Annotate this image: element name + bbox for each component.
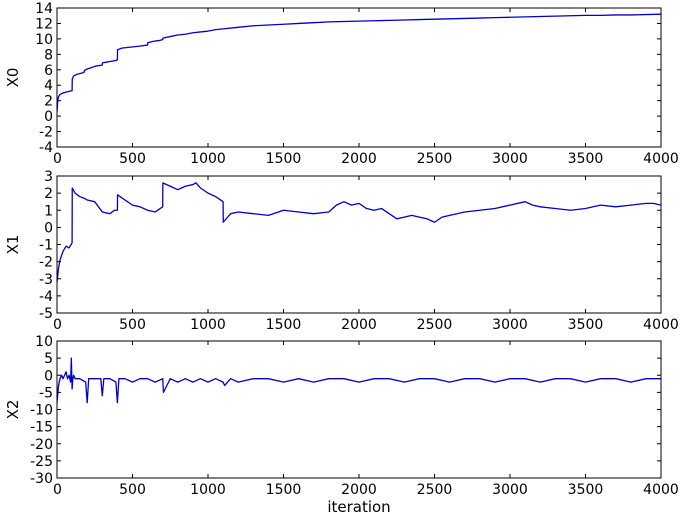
x-tick-label: 3000 bbox=[492, 317, 528, 333]
y-tick-label: 1 bbox=[44, 203, 53, 219]
y-tick-label: 8 bbox=[44, 47, 53, 63]
x-tick-label: 3500 bbox=[568, 151, 604, 167]
x-tick-label: 1500 bbox=[266, 482, 302, 498]
x-tick-label: 4000 bbox=[643, 317, 679, 333]
y-tick-label: 3 bbox=[44, 169, 53, 185]
x-tick-label: 1000 bbox=[190, 482, 226, 498]
y-tick-label: -2 bbox=[39, 125, 53, 141]
x-tick-label: 0 bbox=[53, 317, 62, 333]
x-tick-label: 1000 bbox=[190, 317, 226, 333]
y-tick-label: 10 bbox=[35, 334, 53, 350]
x-tick-label: 500 bbox=[119, 151, 146, 167]
y-tick-label: -4 bbox=[39, 289, 53, 305]
x-tick-label: 3500 bbox=[568, 317, 604, 333]
y-tick-label: -4 bbox=[39, 140, 53, 156]
y-tick-label: -25 bbox=[30, 454, 53, 470]
y-tick-label: 0 bbox=[44, 109, 53, 125]
x-tick-label: 1000 bbox=[190, 151, 226, 167]
chart-panel-1: 0 500 1000 1500 2000 2500 3000 3500 4000 -5-4-3-2… bbox=[4, 169, 679, 333]
series-line-1-0 bbox=[57, 182, 661, 283]
x-tick-label: 4000 bbox=[643, 151, 679, 167]
series-line-0-0 bbox=[57, 13, 661, 113]
y-tick-label: 4 bbox=[44, 78, 53, 94]
axes-frame bbox=[56, 7, 662, 148]
y-tick-label: -30 bbox=[30, 471, 53, 487]
x-tick-label: 2000 bbox=[341, 482, 377, 498]
series-line-2-0 bbox=[57, 357, 661, 404]
y-tick-label: -2 bbox=[39, 255, 53, 271]
x-tick-label: 0 bbox=[53, 151, 62, 167]
x-tick-label: 2500 bbox=[417, 482, 453, 498]
y-tick-label: -10 bbox=[30, 403, 53, 419]
y-axis-label: X2 bbox=[4, 400, 22, 420]
x-tick-label: 2000 bbox=[341, 317, 377, 333]
x-axis-label: iteration bbox=[327, 498, 390, 516]
x-tick-label: 2500 bbox=[417, 317, 453, 333]
y-tick-label: -3 bbox=[39, 272, 53, 288]
y-tick-label: 14 bbox=[35, 1, 53, 17]
y-tick-label: -1 bbox=[39, 238, 53, 254]
x-tick-label: 3000 bbox=[492, 151, 528, 167]
chart-panel-2: 0 500 1000 1500 2000 2500 3000 3500 4000 -30-25-2… bbox=[4, 334, 679, 516]
y-tick-label: -20 bbox=[30, 437, 53, 453]
y-tick-label: 10 bbox=[35, 32, 53, 48]
y-axis-label: X1 bbox=[4, 235, 22, 255]
x-tick-label: 3000 bbox=[492, 482, 528, 498]
x-tick-label: 3500 bbox=[568, 482, 604, 498]
x-tick-label: 1500 bbox=[266, 151, 302, 167]
y-tick-label: -5 bbox=[39, 306, 53, 322]
y-tick-label: -15 bbox=[30, 420, 53, 436]
x-tick-label: 2500 bbox=[417, 151, 453, 167]
y-tick-label: -5 bbox=[39, 385, 53, 401]
chart-panel-0: 0 500 1000 1500 2000 2500 3000 3500 4000-4-20246… bbox=[4, 1, 679, 167]
y-tick-label: 5 bbox=[44, 351, 53, 367]
x-tick-label: 500 bbox=[119, 482, 146, 498]
y-tick-label: 0 bbox=[44, 368, 53, 384]
y-tick-label: 6 bbox=[44, 63, 53, 79]
y-axis-label: X0 bbox=[4, 68, 22, 88]
axes-frame bbox=[56, 175, 662, 314]
y-tick-label: 0 bbox=[44, 220, 53, 236]
y-tick-label: 12 bbox=[35, 16, 53, 32]
y-tick-label: 2 bbox=[44, 94, 53, 110]
x-tick-label: 500 bbox=[119, 317, 146, 333]
axes-frame bbox=[56, 340, 662, 479]
x-tick-label: 2000 bbox=[341, 151, 377, 167]
x-tick-label: 1500 bbox=[266, 317, 302, 333]
y-tick-label: 2 bbox=[44, 186, 53, 202]
x-tick-label: 4000 bbox=[643, 482, 679, 498]
x-tick-label: 0 bbox=[53, 482, 62, 498]
